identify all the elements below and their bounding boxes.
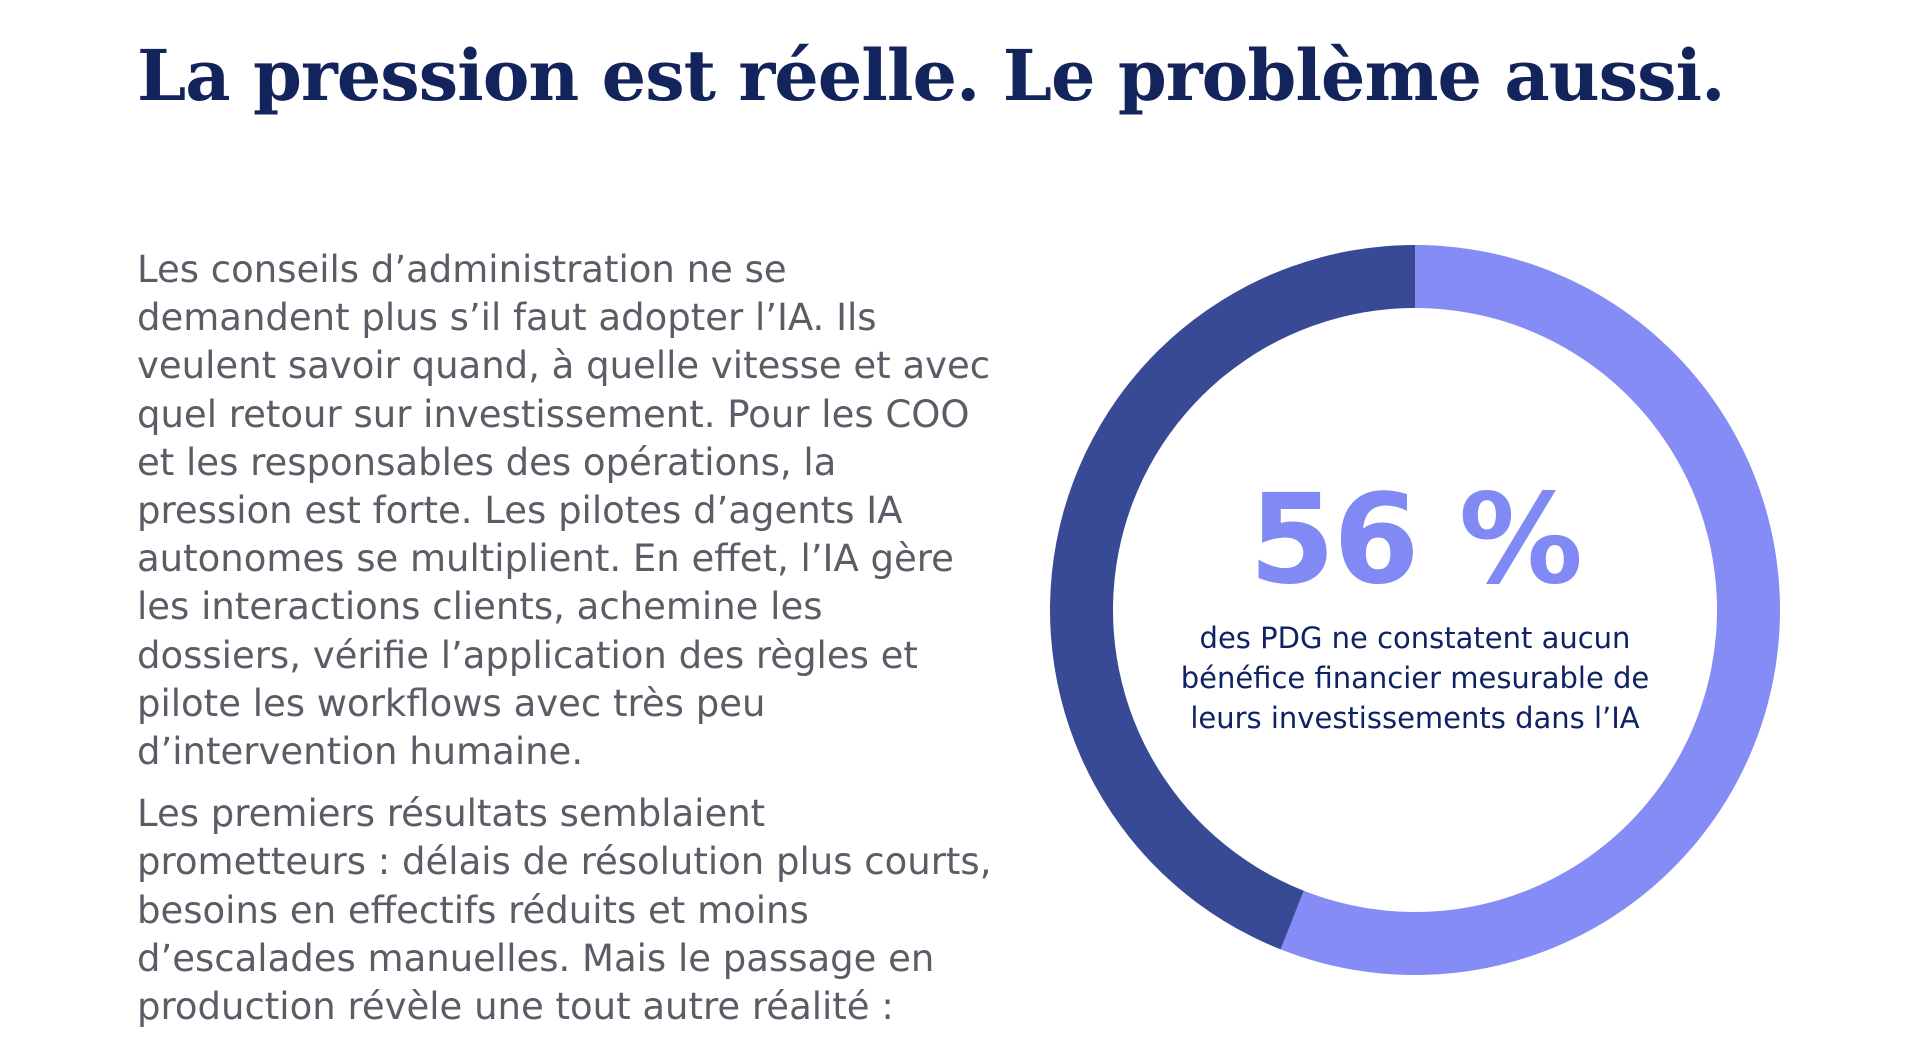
donut-segment-2 bbox=[1050, 245, 1415, 950]
paragraph-1: Les conseils d’administration ne se dema… bbox=[137, 248, 991, 774]
page-title: La pression est réelle. Le problème auss… bbox=[137, 34, 1725, 117]
stat-value: 56 % bbox=[1249, 468, 1583, 612]
stat-caption: des PDG ne constatent aucun bénéfice fin… bbox=[1180, 621, 1650, 735]
donut-segment-1 bbox=[1280, 245, 1780, 975]
chart-center: 56 % des PDG ne constatent aucun bénéfic… bbox=[1165, 470, 1665, 738]
donut-chart: 56 % des PDG ne constatent aucun bénéfic… bbox=[1050, 245, 1780, 975]
paragraph-2: Les premiers résultats semblaient promet… bbox=[137, 792, 992, 1029]
body-text: Les conseils d’administration ne se dema… bbox=[137, 246, 997, 1045]
donut-chart-svg bbox=[1050, 245, 1780, 975]
